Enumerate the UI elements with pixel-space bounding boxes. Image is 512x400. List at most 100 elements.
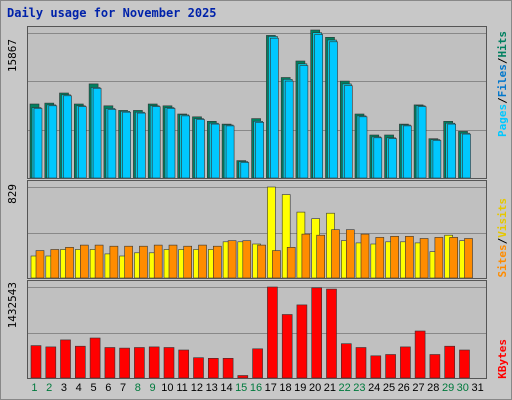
bar-kbytes-day-2 xyxy=(45,346,57,378)
bar-kbytes-day-27 xyxy=(414,330,426,378)
bar-pages-day-10 xyxy=(166,108,176,178)
bar-kbytes-day-25 xyxy=(385,354,396,378)
bar-pages-day-9 xyxy=(151,106,161,178)
bar-sites-day-26 xyxy=(405,235,414,278)
bar-pages-day-16 xyxy=(255,122,264,178)
bar-kbytes-day-21 xyxy=(326,288,337,378)
bar-kbytes-day-26 xyxy=(400,346,411,378)
bar-sites-day-2 xyxy=(50,249,60,278)
day-label-8: 8 xyxy=(134,382,141,394)
bar-visits-day-17 xyxy=(267,186,276,278)
day-label-19: 19 xyxy=(294,382,307,394)
bar-sites-day-6 xyxy=(109,245,119,278)
bar-pages-day-5 xyxy=(92,88,102,178)
bar-kbytes-day-29 xyxy=(444,345,456,378)
bar-sites-day-30 xyxy=(464,238,473,278)
legend-files: Files xyxy=(496,64,509,98)
bar-kbytes-day-6 xyxy=(104,347,116,378)
bar-sites-day-25 xyxy=(390,235,399,278)
bar-pages-day-1 xyxy=(33,108,43,178)
bar-sites-day-24 xyxy=(375,237,385,278)
bar-sites-day-21 xyxy=(331,229,340,278)
bar-pages-day-17 xyxy=(270,37,279,178)
day-label-11: 11 xyxy=(176,382,188,394)
bar-pages-day-30 xyxy=(462,133,471,178)
bar-sites-day-9 xyxy=(153,244,163,278)
bar-pages-day-7 xyxy=(122,111,131,178)
bar-kbytes-day-20 xyxy=(311,287,323,378)
day-label-15: 15 xyxy=(235,382,248,394)
bar-kbytes-day-17 xyxy=(267,286,278,378)
bar-pages-day-18 xyxy=(284,80,294,178)
bar-kbytes-day-14 xyxy=(222,358,234,378)
day-label-13: 13 xyxy=(205,382,218,394)
bar-kbytes-day-22 xyxy=(340,343,352,378)
day-label-6: 6 xyxy=(105,382,112,394)
day-label-31: 31 xyxy=(471,382,484,394)
bar-sites-day-11 xyxy=(183,245,192,278)
bar-sites-day-22 xyxy=(345,229,355,278)
bar-kbytes-day-10 xyxy=(163,347,175,378)
bar-pages-day-27 xyxy=(417,106,427,178)
bar-pages-day-21 xyxy=(329,41,338,178)
bar-pages-day-24 xyxy=(373,137,383,178)
sites-visits-panel xyxy=(27,180,487,279)
bar-kbytes-day-9 xyxy=(148,346,160,378)
bar-pages-day-14 xyxy=(225,125,235,178)
day-label-5: 5 xyxy=(90,382,97,394)
sites-visits-plot xyxy=(28,186,486,278)
bar-sites-day-20 xyxy=(316,234,326,278)
bar-sites-day-27 xyxy=(419,238,429,278)
bar-kbytes-day-12 xyxy=(193,357,204,378)
day-label-27: 27 xyxy=(412,382,425,394)
bar-sites-day-15 xyxy=(242,240,252,278)
chart-title: Daily usage for November 2025 xyxy=(7,6,217,20)
top-legend: Pages/Files/Hits xyxy=(496,31,509,137)
bar-pages-day-11 xyxy=(181,115,190,178)
bar-pages-day-6 xyxy=(107,109,117,178)
day-label-9: 9 xyxy=(149,382,156,394)
bar-pages-day-22 xyxy=(343,85,353,178)
day-label-24: 24 xyxy=(368,382,381,394)
bar-sites-day-23 xyxy=(360,233,370,278)
bar-pages-day-3 xyxy=(63,95,72,178)
day-label-10: 10 xyxy=(161,382,174,394)
bar-pages-day-8 xyxy=(137,112,146,178)
legend-pages: Pages xyxy=(496,103,509,137)
bar-pages-day-20 xyxy=(314,34,324,178)
hits-files-pages-panel xyxy=(27,26,487,179)
bar-sites-day-7 xyxy=(124,245,133,278)
day-label-17: 17 xyxy=(264,382,277,394)
day-label-20: 20 xyxy=(308,382,322,394)
bar-kbytes-day-15 xyxy=(237,375,249,378)
bar-pages-day-25 xyxy=(388,138,397,178)
legend-separator: / xyxy=(496,97,509,104)
bar-kbytes-day-7 xyxy=(119,347,130,378)
bar-kbytes-day-1 xyxy=(30,345,42,378)
bar-kbytes-day-11 xyxy=(178,349,189,378)
day-label-3: 3 xyxy=(60,382,67,394)
kbytes-panel xyxy=(27,280,487,379)
bar-pages-day-26 xyxy=(403,125,412,178)
bar-sites-day-29 xyxy=(449,237,459,278)
bar-sites-day-17 xyxy=(272,250,281,278)
bar-sites-day-3 xyxy=(65,247,74,278)
bar-kbytes-day-30 xyxy=(459,349,470,378)
bar-kbytes-day-28 xyxy=(429,354,441,378)
bar-pages-day-4 xyxy=(77,106,87,178)
bar-pages-day-19 xyxy=(299,65,309,178)
bottom-legend: KBytes xyxy=(496,339,509,379)
day-label-30: 30 xyxy=(456,382,469,394)
bar-pages-day-13 xyxy=(211,123,220,178)
day-label-28: 28 xyxy=(427,382,440,394)
day-label-23: 23 xyxy=(353,382,366,394)
middle-ymax-label: 829 xyxy=(6,184,19,204)
legend-visits: Visits xyxy=(496,198,509,238)
day-axis: 1 2 3 4 5 6 7 8 9 10 11 12 13 14 15 16 17 18 19 20 21 22 23 24 2… xyxy=(27,382,487,396)
hits-files-pages-plot xyxy=(28,29,486,178)
kbytes-plot xyxy=(28,286,486,378)
legend-sites: Sites xyxy=(496,244,509,278)
day-label-26: 26 xyxy=(397,382,410,394)
day-label-16: 16 xyxy=(249,382,263,394)
bar-sites-day-16 xyxy=(257,244,266,278)
